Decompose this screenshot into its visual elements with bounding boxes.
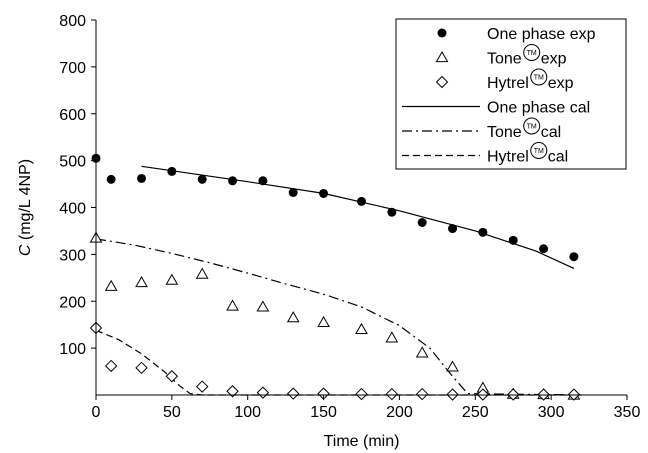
data-point [228, 176, 238, 186]
legend-label: Hytrel [487, 75, 529, 92]
trademark-text: TM [534, 148, 544, 155]
series-points-0 [91, 153, 579, 262]
legend-label: Tone [487, 124, 522, 141]
data-point [478, 227, 488, 237]
ticks: 0 50 100 150 200 250 300 350 100 200 300 400 500 600 7… [59, 13, 640, 421]
legend-label: One phase cal [487, 100, 590, 117]
data-point [104, 279, 118, 291]
trademark-text: TM [534, 75, 544, 82]
data-point [256, 300, 270, 312]
data-point [287, 387, 300, 400]
data-point [258, 176, 268, 186]
trademark-circle [523, 117, 541, 135]
x-tick-label: 300 [538, 404, 565, 421]
data-point [226, 299, 239, 311]
trademark-circle [530, 68, 548, 86]
x-tick-label: 350 [614, 404, 641, 421]
y-tick-label: 600 [59, 107, 86, 124]
legend-label: Hytrel [487, 149, 529, 166]
legend-label-suffix: exp [548, 75, 574, 92]
data-point [135, 275, 148, 288]
data-point [165, 370, 179, 383]
data-point [448, 224, 458, 234]
legend-label: One phase exp [487, 26, 596, 43]
y-tick-label: 300 [59, 247, 86, 264]
data-point [197, 174, 207, 184]
legend-label-suffix: cal [548, 149, 568, 166]
data-point [446, 360, 459, 372]
data-point [165, 273, 179, 285]
data-point [539, 244, 549, 254]
legend-label-suffix: cal [541, 124, 561, 141]
y-axis-label-symbol: C [17, 244, 34, 256]
data-point [385, 387, 399, 401]
legend-item: Hytrel TM exp [435, 68, 574, 92]
data-point [357, 196, 366, 206]
x-tick-label: 150 [310, 404, 337, 421]
data-point [417, 218, 427, 227]
data-point [226, 385, 239, 398]
legend-item: Tone TM exp [435, 44, 567, 68]
data-point [355, 387, 368, 401]
data-point [104, 359, 118, 373]
data-point [195, 267, 209, 279]
legend-label-suffix: exp [541, 51, 567, 68]
data-point [167, 166, 177, 176]
legend-marker [437, 28, 447, 38]
series-line-1 [95, 238, 582, 396]
legend-item: One phase cal [402, 100, 590, 117]
data-point [355, 322, 368, 334]
trademark-circle [530, 142, 548, 159]
y-tick-label: 500 [59, 154, 86, 171]
data-point [387, 207, 397, 217]
series-points-1 [89, 231, 581, 400]
legend-box [395, 18, 627, 170]
y-axis-label-unit: (mg/L 4NP) [17, 159, 34, 245]
data-point [135, 361, 148, 375]
data-point [288, 188, 298, 197]
data-point [569, 252, 579, 262]
data-point [286, 311, 300, 323]
legend-item: Tone TM cal [402, 117, 561, 141]
x-tick-label: 50 [163, 404, 181, 421]
series-points-2 [89, 321, 581, 401]
data-point [415, 387, 429, 401]
data-point [317, 315, 330, 327]
legend: One phase exp Tone TM exp Hytrel TM exp One pha… [395, 18, 627, 170]
trademark-text: TM [527, 124, 537, 131]
y-tick-label: 100 [59, 341, 86, 358]
data-point [195, 380, 209, 393]
series-line-2 [95, 329, 582, 396]
x-tick-label: 200 [386, 404, 413, 421]
data-point [106, 174, 116, 184]
legend-item: One phase exp [437, 26, 596, 43]
legend-marker [435, 75, 449, 89]
data-point [137, 173, 147, 183]
legend-marker [435, 50, 449, 63]
y-axis-label: C (mg/L 4NP) [17, 159, 34, 256]
y-tick-label: 800 [59, 13, 86, 30]
data-point [508, 235, 518, 245]
x-tick-label: 0 [92, 404, 101, 421]
plot-area [89, 153, 582, 401]
legend-item: Hytrel TM cal [402, 142, 568, 166]
y-tick-label: 700 [59, 60, 86, 77]
data-point [415, 346, 429, 358]
x-tick-label: 100 [234, 404, 261, 421]
y-tick-label: 200 [59, 294, 86, 311]
x-axis-label: Time (min) [324, 433, 400, 450]
data-point [256, 386, 270, 399]
legend-label: Tone [487, 51, 522, 68]
data-point [319, 188, 329, 198]
data-point [385, 331, 399, 343]
trademark-text: TM [527, 50, 537, 57]
x-tick-label: 250 [462, 404, 489, 421]
trademark-circle [523, 44, 541, 61]
y-tick-label: 400 [59, 201, 86, 218]
series-line-0 [141, 165, 575, 269]
